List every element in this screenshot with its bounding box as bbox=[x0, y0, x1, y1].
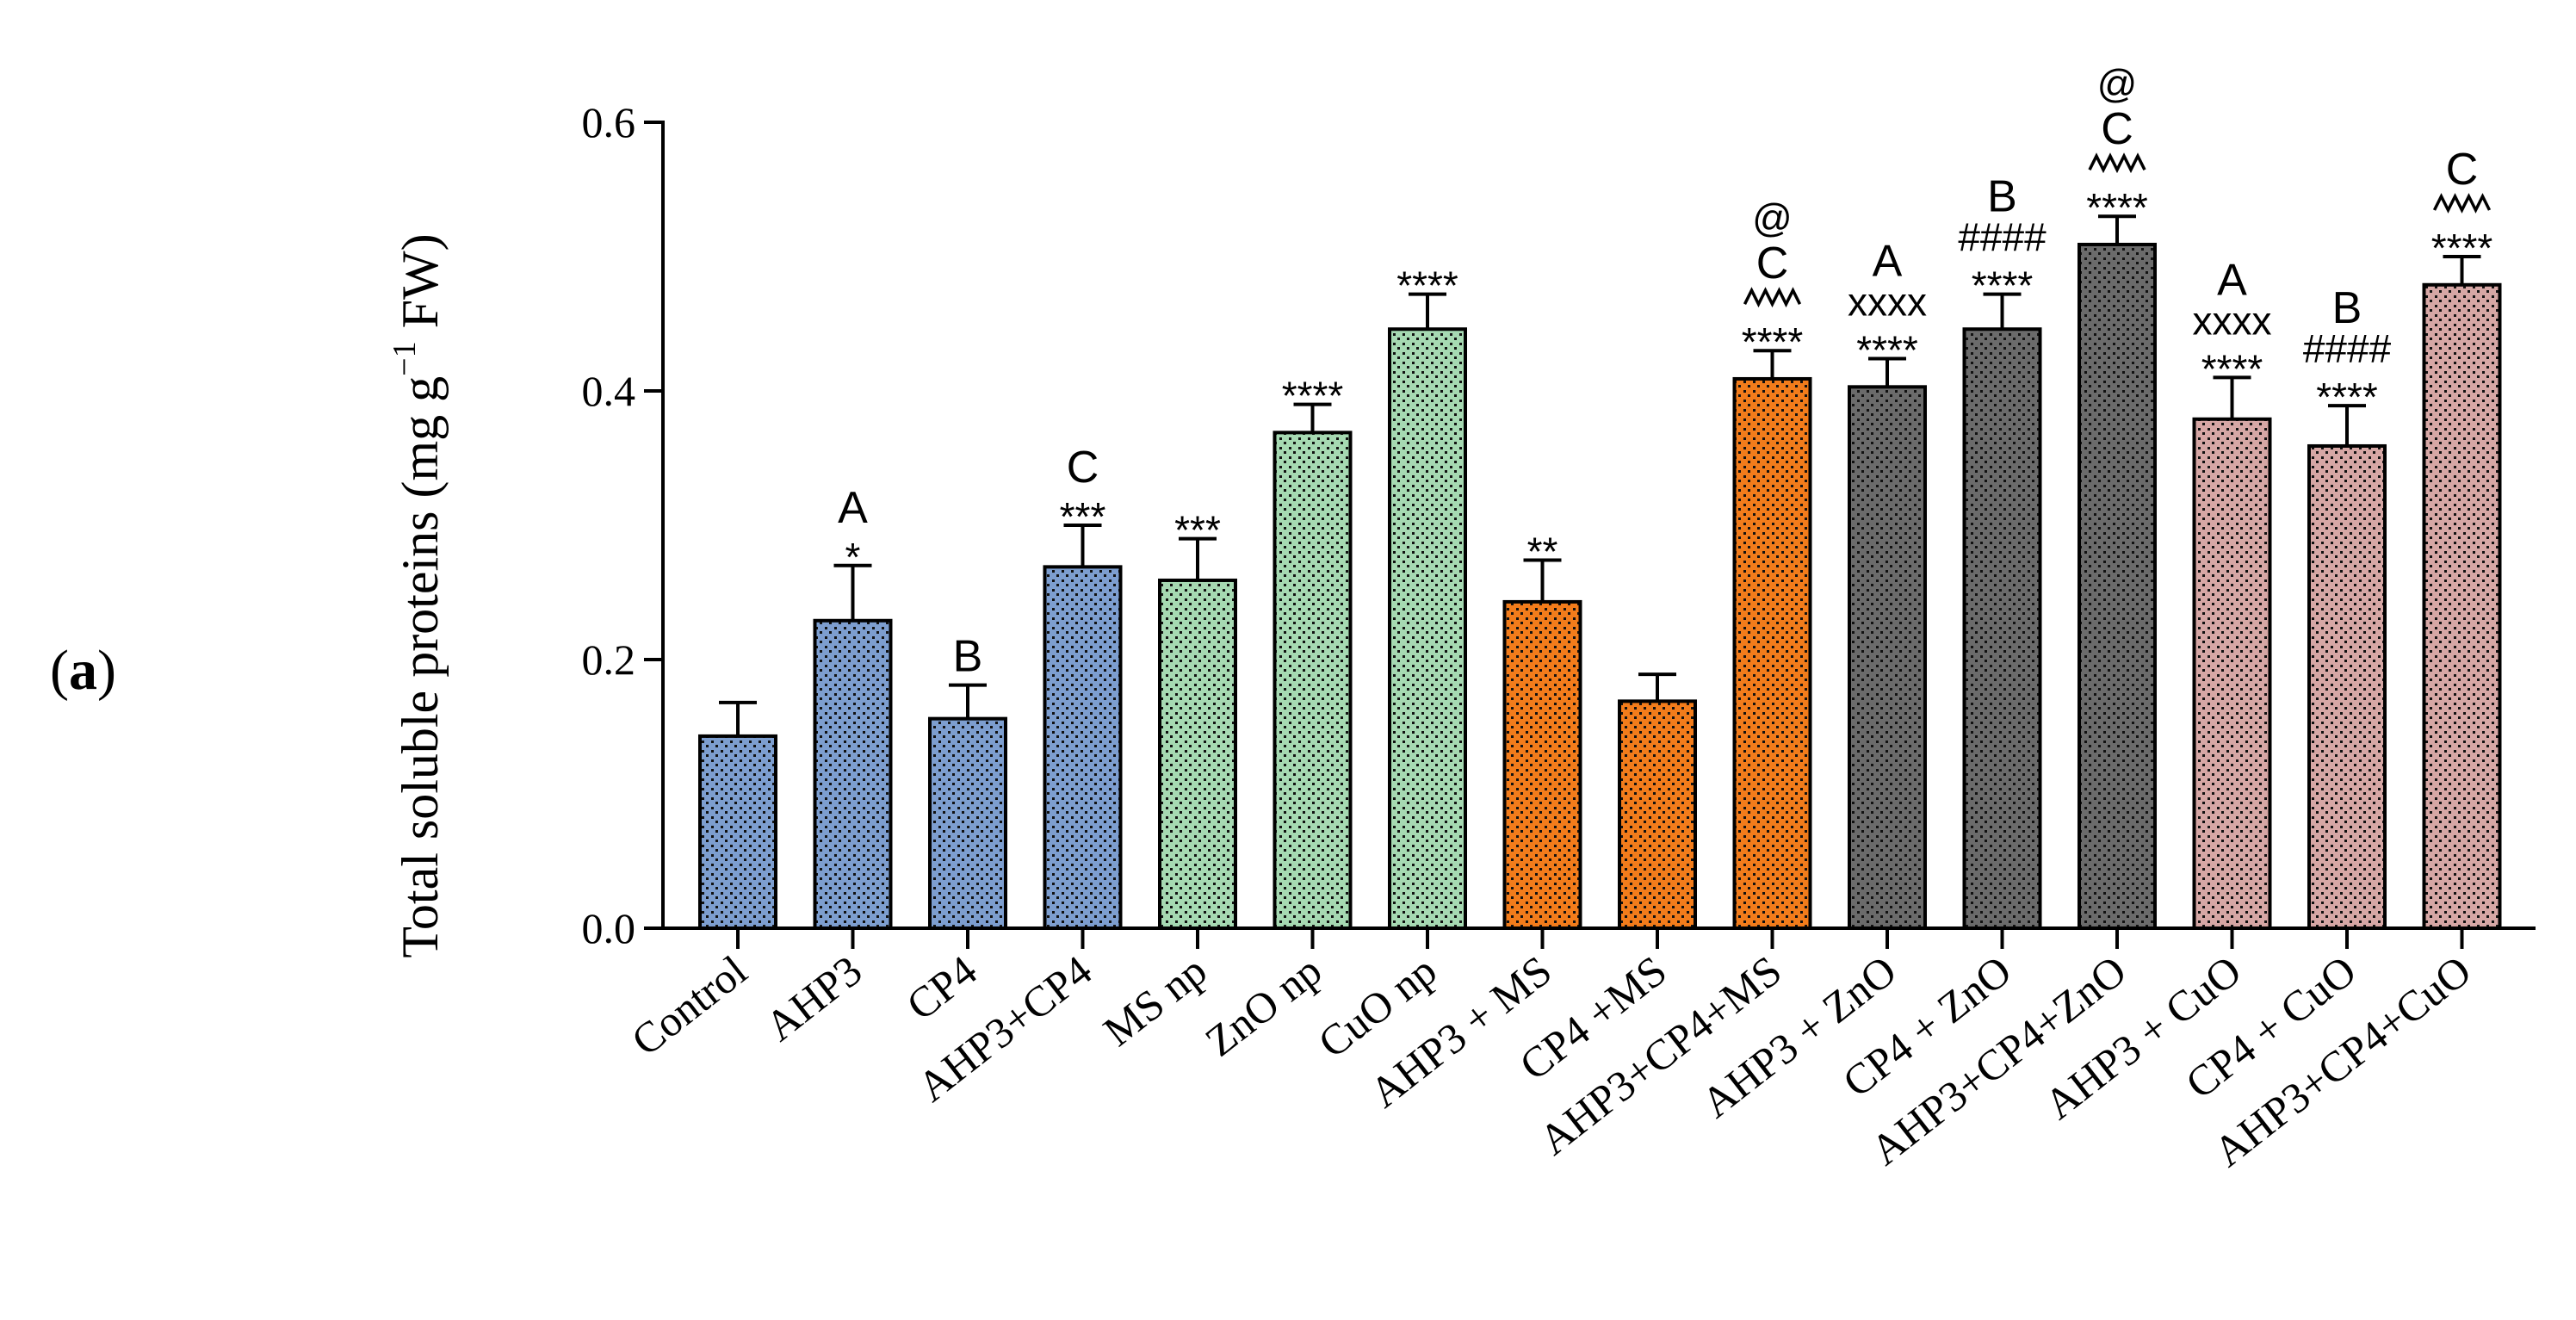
bar-group bbox=[1158, 536, 1237, 931]
bar-group bbox=[1848, 356, 1927, 930]
x-tick-label: MS np bbox=[1094, 946, 1216, 1056]
bar-group bbox=[2078, 214, 2157, 930]
significance-wave-marker bbox=[2088, 152, 2146, 174]
bar-pattern bbox=[1618, 699, 1697, 930]
significance-stars: **** bbox=[1742, 319, 1804, 364]
y-axis-label: Total soluble proteins (mg g−1 FW) bbox=[387, 233, 449, 957]
significance-marker: @ bbox=[1752, 195, 1793, 240]
significance-stars: **** bbox=[1396, 263, 1458, 308]
significance-stars: **** bbox=[2201, 346, 2263, 391]
group-letter: C bbox=[2446, 145, 2479, 195]
significance-stars: ** bbox=[1527, 530, 1558, 574]
significance-stars: * bbox=[845, 535, 861, 579]
significance-marker: xxxx bbox=[2193, 298, 2272, 343]
bar-pattern bbox=[1732, 376, 1812, 930]
bar-pattern bbox=[1962, 327, 2042, 930]
significance-stars: *** bbox=[1174, 508, 1221, 553]
x-tick-label: AHP3 bbox=[756, 946, 870, 1050]
bar-pattern bbox=[1388, 327, 1467, 930]
panel-label: (a) bbox=[50, 639, 116, 702]
significance-marker: @ bbox=[2097, 61, 2138, 106]
bar-group bbox=[698, 700, 777, 930]
significance-marker: #### bbox=[1958, 215, 2047, 260]
bar-pattern bbox=[698, 734, 777, 930]
x-tick-label: ZnO np bbox=[1196, 946, 1330, 1066]
group-letter: A bbox=[838, 483, 868, 533]
significance-wave-marker bbox=[1743, 287, 1802, 308]
bar-pattern bbox=[1158, 578, 1237, 931]
bar-group bbox=[2192, 375, 2272, 930]
bar-pattern bbox=[1848, 385, 1927, 930]
significance-stars: **** bbox=[1856, 328, 1918, 373]
bar-pattern bbox=[1043, 565, 1123, 930]
group-letter: C bbox=[1756, 239, 1789, 288]
bar-pattern bbox=[1273, 431, 1353, 930]
bar-pattern bbox=[2422, 282, 2502, 930]
group-letter: A bbox=[1873, 237, 1903, 287]
bar-group bbox=[2307, 404, 2387, 930]
group-letter: B bbox=[2332, 283, 2362, 333]
bar-group bbox=[813, 563, 893, 930]
significance-stars: **** bbox=[1282, 374, 1344, 418]
bar-group bbox=[1043, 524, 1123, 930]
significance-wave-marker bbox=[2432, 193, 2492, 214]
x-tick-label: Control bbox=[622, 946, 756, 1065]
bar-group bbox=[928, 683, 1007, 931]
bar-group bbox=[1273, 402, 1353, 930]
bar-pattern bbox=[928, 716, 1007, 931]
bar-pattern bbox=[813, 618, 893, 930]
group-letter: B bbox=[953, 632, 983, 682]
x-tick-label: CP4 bbox=[897, 946, 985, 1030]
significance-stars: **** bbox=[2086, 185, 2148, 230]
significance-stars: **** bbox=[1972, 263, 2034, 308]
group-letter: B bbox=[1987, 172, 2017, 222]
axes bbox=[644, 121, 2536, 949]
bar-group bbox=[1962, 292, 2042, 930]
bar-pattern bbox=[2078, 242, 2157, 930]
group-letter: A bbox=[2217, 255, 2247, 305]
bar-group bbox=[1618, 672, 1697, 930]
y-tick-label: 0.4 bbox=[582, 367, 636, 415]
significance-marker: #### bbox=[2303, 326, 2392, 371]
significance-marker: xxxx bbox=[1848, 280, 1927, 325]
bar-pattern bbox=[2307, 443, 2387, 930]
y-tick-label: 0.2 bbox=[582, 635, 636, 684]
significance-stars: *** bbox=[1060, 494, 1106, 539]
bar-group bbox=[1502, 558, 1582, 930]
y-tick-label: 0.6 bbox=[582, 98, 636, 146]
bar-pattern bbox=[2192, 417, 2272, 930]
y-tick-label: 0.0 bbox=[582, 904, 636, 952]
bar-group bbox=[2422, 255, 2502, 930]
bar-pattern bbox=[1502, 599, 1582, 930]
bar-group bbox=[1388, 292, 1467, 930]
group-letter: C bbox=[2101, 104, 2133, 154]
bar-group bbox=[1732, 349, 1812, 930]
significance-stars: **** bbox=[2431, 226, 2493, 270]
group-letter: C bbox=[1067, 443, 1099, 493]
significance-stars: **** bbox=[2316, 375, 2378, 419]
